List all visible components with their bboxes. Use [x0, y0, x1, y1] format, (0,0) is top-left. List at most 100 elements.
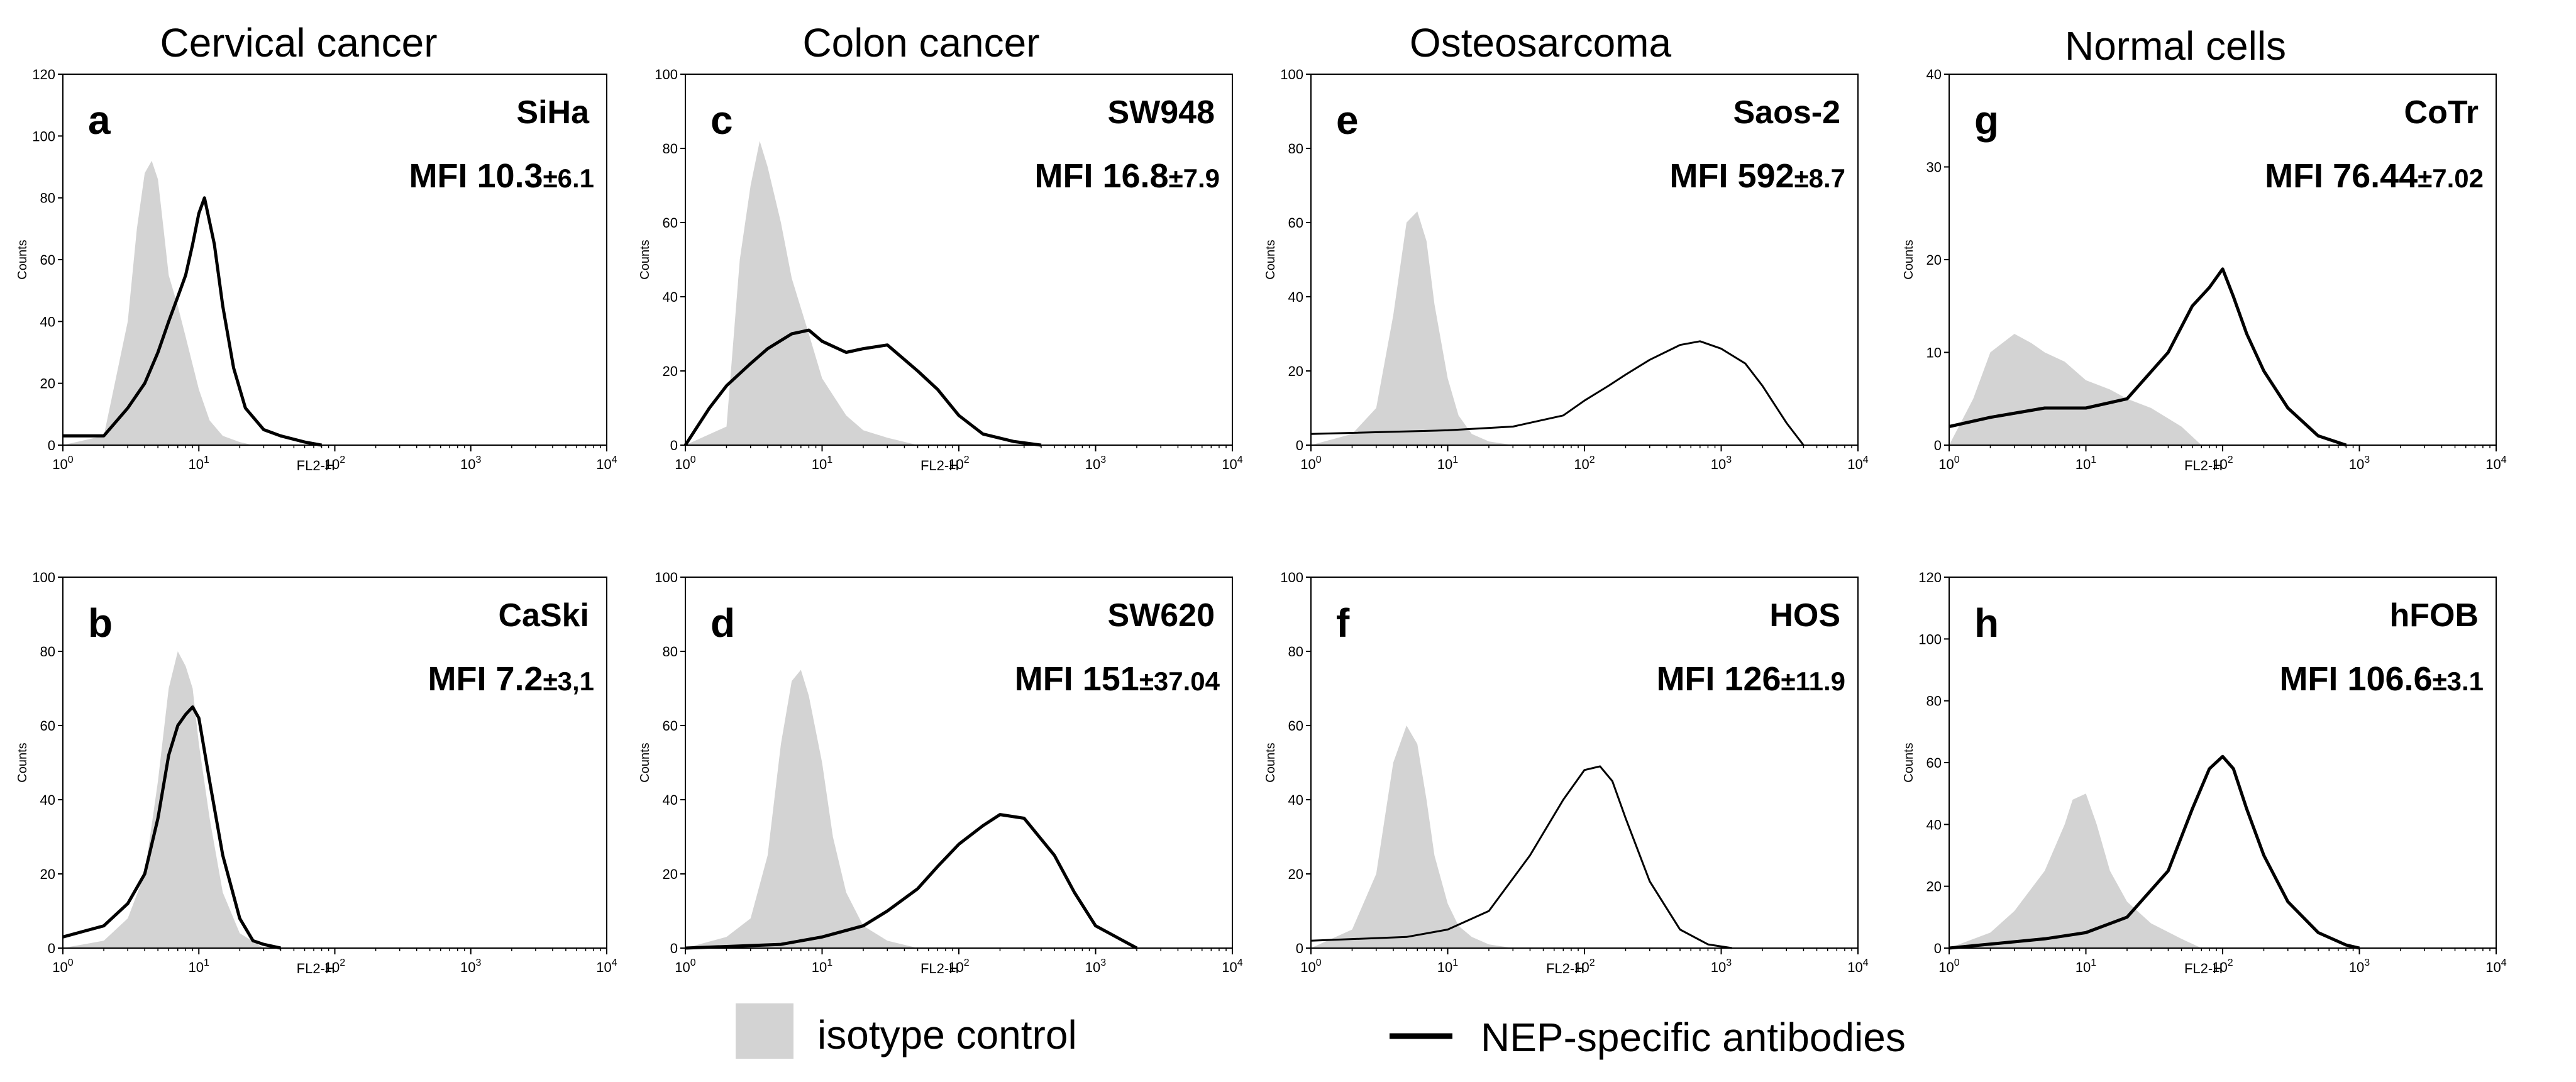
y-axis-label-c: Counts [638, 240, 652, 279]
y-tick-label-a-2: 40 [40, 314, 55, 329]
y-tick-label-e-1: 20 [1288, 363, 1303, 379]
x-tick-label-e-1: 101 [1437, 455, 1458, 472]
x-axis-label-a: FL2-H [297, 458, 335, 473]
x-tick-label-d-3: 103 [1085, 958, 1106, 975]
isotype-histogram-d [685, 670, 918, 948]
panel-letter-c: c [710, 97, 733, 143]
y-tick-label-d-5: 100 [655, 570, 678, 585]
y-tick-label-b-2: 40 [40, 792, 55, 808]
x-tick-label-g-2: 102 [2212, 455, 2233, 472]
y-tick-label-c-4: 80 [663, 141, 678, 157]
y-axis-label-g: Counts [1902, 240, 1916, 279]
nep-histogram-g [1949, 267, 2347, 447]
x-tick-label-d-1: 101 [812, 958, 832, 975]
mfi-sd-e: ±8.7 [1794, 163, 1845, 193]
column-header-osteosarcoma: Osteosarcoma [1410, 20, 1672, 65]
x-tick-label-f-3: 103 [1711, 958, 1732, 975]
x-tick-label-f-1: 101 [1437, 958, 1458, 975]
y-tick-label-f-0: 0 [1296, 941, 1303, 956]
y-tick-label-c-5: 100 [655, 67, 678, 82]
y-tick-label-g-4: 40 [1926, 67, 1942, 82]
x-tick-label-c-3: 103 [1085, 455, 1106, 472]
x-tick-label-b-3: 103 [460, 958, 481, 975]
cell-line-label-h: hFOB [2389, 597, 2479, 634]
y-tick-label-b-0: 0 [48, 941, 55, 956]
y-tick-label-e-5: 100 [1280, 67, 1303, 82]
y-tick-label-f-5: 100 [1280, 570, 1303, 585]
x-tick-label-d-0: 100 [675, 958, 695, 975]
mfi-value-e: MFI 592 [1669, 157, 1794, 195]
x-tick-label-b-1: 101 [189, 958, 209, 975]
y-tick-label-a-4: 80 [40, 190, 55, 206]
panel-letter-h: h [1974, 600, 1999, 646]
x-axis-label-b: FL2-H [297, 961, 335, 976]
x-tick-label-e-0: 100 [1300, 455, 1321, 472]
isotype-histogram-e [1311, 211, 1513, 445]
x-tick-label-g-0: 100 [1938, 455, 1959, 472]
mfi-label-g: MFI 76.44±7.02 [2265, 157, 2484, 195]
nep-histogram-a [63, 196, 322, 447]
x-tick-label-d-4: 104 [1222, 958, 1242, 975]
cell-line-label-c: SW948 [1107, 94, 1215, 131]
panel-letter-e: e [1336, 97, 1359, 143]
y-tick-label-e-2: 40 [1288, 289, 1303, 305]
y-tick-label-b-4: 80 [40, 644, 55, 660]
y-tick-label-c-0: 0 [670, 438, 678, 453]
legend: isotype control NEP-specific antibodies [736, 1003, 1906, 1060]
x-axis-label-d: FL2-H [920, 961, 959, 976]
y-tick-label-f-4: 80 [1288, 644, 1303, 660]
y-axis-label-f: Counts [1264, 742, 1278, 782]
mfi-sd-a: ±6.1 [543, 163, 594, 193]
legend-nep-label: NEP-specific antibodies [1481, 1015, 1906, 1060]
y-tick-label-d-2: 40 [663, 792, 678, 808]
x-tick-label-h-3: 103 [2349, 958, 2370, 975]
nep-histogram-f [1310, 765, 1732, 949]
y-tick-label-d-0: 0 [670, 941, 678, 956]
y-tick-label-a-1: 20 [40, 376, 55, 392]
y-tick-label-a-5: 100 [32, 128, 55, 144]
y-tick-label-f-2: 40 [1288, 792, 1303, 808]
y-tick-label-c-2: 40 [663, 289, 678, 305]
mfi-label-h: MFI 106.6±3.1 [2279, 660, 2484, 698]
nep-histogram-h [1949, 754, 2360, 950]
mfi-value-d: MFI 151 [1015, 660, 1139, 698]
y-tick-label-h-0: 0 [1934, 941, 1942, 956]
isotype-histogram-g [1949, 334, 2202, 445]
cell-line-label-b: CaSki [498, 597, 589, 634]
y-tick-label-d-3: 60 [663, 718, 678, 734]
x-tick-label-b-0: 100 [52, 958, 73, 975]
y-tick-label-f-3: 60 [1288, 718, 1303, 734]
y-tick-label-g-3: 30 [1926, 160, 1942, 175]
nep-histogram-e [1310, 340, 1805, 446]
y-tick-label-b-3: 60 [40, 718, 55, 734]
x-tick-label-e-3: 103 [1711, 455, 1732, 472]
mfi-label-c: MFI 16.8±7.9 [1034, 157, 1220, 195]
column-headers: Cervical cancer Colon cancer Osteosarcom… [160, 20, 2286, 69]
column-header-cervical: Cervical cancer [160, 20, 437, 65]
x-tick-label-h-0: 100 [1938, 958, 1959, 975]
x-tick-label-c-1: 101 [812, 455, 832, 472]
nep-histogram-d [685, 813, 1138, 950]
x-tick-label-h-1: 101 [2076, 958, 2096, 975]
isotype-histogram-f [1311, 726, 1513, 948]
y-tick-label-c-3: 60 [663, 215, 678, 231]
column-header-colon: Colon cancer [802, 20, 1039, 65]
y-tick-label-h-1: 20 [1926, 879, 1942, 895]
y-tick-label-b-5: 100 [32, 570, 55, 585]
x-tick-label-g-1: 101 [2076, 455, 2096, 472]
mfi-sd-g: ±7.02 [2418, 163, 2484, 193]
y-tick-label-f-1: 20 [1288, 866, 1303, 882]
cell-line-label-d: SW620 [1107, 597, 1215, 634]
nep-histogram-c [683, 328, 1042, 447]
y-tick-label-h-4: 80 [1926, 693, 1942, 709]
y-axis-label-e: Counts [1264, 240, 1278, 279]
mfi-label-f: MFI 126±11.9 [1656, 660, 1845, 698]
x-tick-label-b-4: 104 [596, 958, 617, 975]
x-tick-label-e-2: 102 [1574, 455, 1595, 472]
column-header-normal: Normal cells [2065, 23, 2286, 69]
